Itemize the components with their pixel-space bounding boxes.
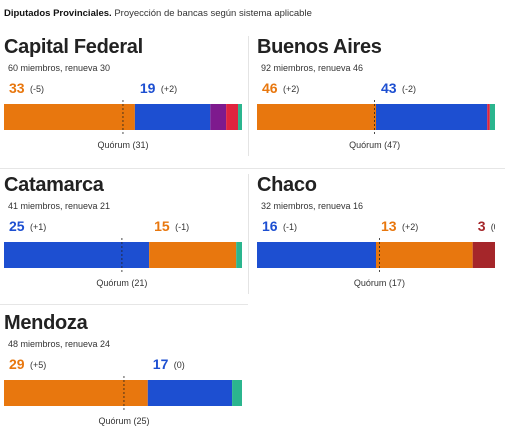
seat-bar-segment: [226, 104, 239, 130]
seat-bar-chart: 29 (+5) 17 (0) Quórum (25): [4, 356, 242, 426]
seat-change-label: (-2): [402, 84, 416, 94]
seat-count-label: 19: [140, 80, 156, 96]
seat-bar-segment: [4, 380, 148, 406]
chart-panel-chaco: Chaco 32 miembros, renueva 16 16 (-1) 13 (+…: [257, 174, 499, 302]
panel-title: Capital Federal: [4, 36, 143, 58]
seat-bar-segment: [487, 104, 490, 130]
panel-subtitle: 60 miembros, renueva 30: [8, 63, 111, 73]
quorum-label: Quórum (25): [98, 416, 149, 426]
seat-change-label: (+2): [402, 222, 418, 232]
seat-change-label: (+5): [30, 360, 46, 370]
header-subtitle: Proyección de bancas según sistema aplic…: [114, 8, 312, 19]
seat-count-label: 17: [153, 356, 169, 372]
quorum-label: Quórum (21): [96, 278, 147, 288]
seat-change-label: (0: [491, 222, 495, 232]
seat-bar-segment: [4, 104, 135, 130]
seat-count-label: 13: [381, 218, 397, 234]
seat-count-label: 3: [478, 218, 486, 234]
panel-subtitle: 48 miembros, renueva 24: [8, 339, 111, 349]
seat-change-label: (0): [174, 360, 185, 370]
seat-count-label: 15: [154, 218, 170, 234]
chart-panel-mendoza: Mendoza 48 miembros, renueva 24 29 (+5) 17…: [4, 312, 242, 440]
seat-count-label: 16: [262, 218, 278, 234]
panel-subtitle: 92 miembros, renueva 46: [261, 63, 364, 73]
quorum-label: Quórum (31): [97, 140, 148, 150]
chart-panel-catamarca: Catamarca 41 miembros, renueva 21 25 (+1)…: [4, 174, 242, 302]
quorum-label: Quórum (17): [354, 278, 405, 288]
seat-bar-segment: [257, 242, 376, 268]
seat-count-label: 33: [9, 80, 25, 96]
seat-bar-segment: [238, 104, 242, 130]
row-divider: [0, 304, 248, 305]
panel-title: Catamarca: [4, 174, 104, 196]
panel-subtitle: 32 miembros, renueva 16: [261, 201, 364, 211]
seat-bar-segment: [236, 242, 242, 268]
panel-title: Mendoza: [4, 312, 88, 334]
column-divider: [248, 174, 249, 294]
seat-bar-segment: [210, 104, 227, 130]
seat-bar-chart: 16 (-1) 13 (+2) 3 (0 Quórum (17): [257, 218, 499, 288]
seat-count-label: 46: [262, 80, 278, 96]
header-title: Diputados Provinciales.: [4, 8, 112, 19]
seat-change-label: (-1): [175, 222, 189, 232]
row-divider: [0, 168, 505, 169]
page-header: Diputados Provinciales. Proyección de ba…: [4, 8, 312, 19]
column-divider: [248, 36, 249, 156]
quorum-label: Quórum (47): [349, 140, 400, 150]
seat-bar-segment: [376, 242, 473, 268]
seat-bar-chart: 33 (-5) 19 (+2) Quórum (31): [4, 80, 242, 150]
seat-count-label: 29: [9, 356, 25, 372]
chart-panel-buenos-aires: Buenos Aires 92 miembros, renueva 46 46 (…: [257, 36, 495, 164]
seat-bar-segment: [149, 242, 237, 268]
seat-change-label: (+2): [283, 84, 299, 94]
panel-title: Buenos Aires: [257, 36, 382, 58]
seat-bar-segment: [489, 104, 495, 130]
seat-bar-segment: [472, 242, 495, 268]
seat-change-label: (-5): [30, 84, 44, 94]
seat-count-label: 25: [9, 218, 25, 234]
seat-bar-segment: [147, 380, 233, 406]
chart-panel-capital-federal: Capital Federal 60 miembros, renueva 30 …: [4, 36, 242, 164]
seat-bar-segment: [4, 242, 150, 268]
panel-title: Chaco: [257, 174, 317, 196]
seat-bar-chart: 46 (+2) 43 (-2) Quórum (47): [257, 80, 495, 150]
seat-bar-segment: [232, 380, 242, 406]
seat-change-label: (+2): [161, 84, 177, 94]
seat-bar-segment: [376, 104, 488, 130]
seat-count-label: 43: [381, 80, 397, 96]
seat-change-label: (+1): [30, 222, 46, 232]
seat-bar-chart: 25 (+1) 15 (-1) Quórum (21): [4, 218, 242, 288]
seat-bar-segment: [134, 104, 211, 130]
seat-change-label: (-1): [283, 222, 297, 232]
seat-bar-segment: [257, 104, 376, 130]
panel-subtitle: 41 miembros, renueva 21: [8, 201, 111, 211]
